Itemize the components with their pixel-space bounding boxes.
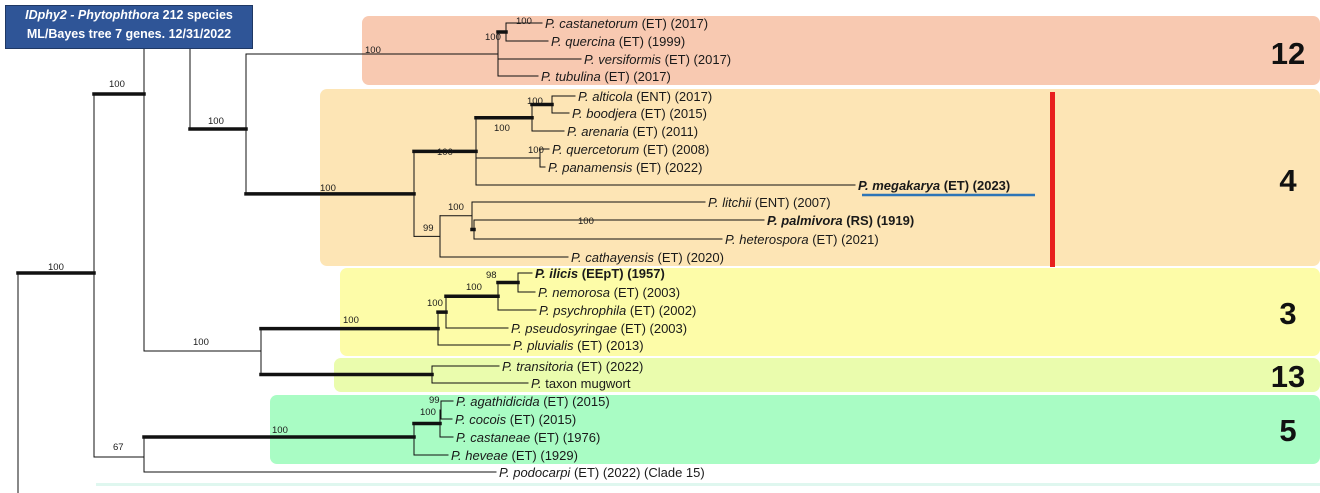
support-n_S: 67 bbox=[113, 442, 124, 453]
clade-box-5 bbox=[270, 395, 1320, 464]
support-n_I: 100 bbox=[528, 145, 544, 156]
annotation-layer bbox=[862, 92, 1055, 267]
taxon-boodjera: P. boodjera (ET) (2015) bbox=[572, 106, 707, 121]
taxon-nemorosa: P. nemorosa (ET) (2003) bbox=[538, 285, 680, 300]
taxon-mugwort: P. taxon mugwort bbox=[531, 376, 631, 391]
support-n_K: 99 bbox=[423, 223, 434, 234]
title-genus-italic: IDphy2 - Phytophthora bbox=[25, 8, 160, 22]
support-n_V: 99 bbox=[429, 395, 440, 406]
taxon-versiformis: P. versiformis (ET) (2017) bbox=[584, 52, 731, 67]
taxon-transitoria: P. transitoria (ET) (2022) bbox=[502, 359, 643, 374]
taxon-pluvialis: P. pluvialis (ET) (2013) bbox=[513, 338, 644, 353]
support-n_D: 100 bbox=[208, 116, 224, 127]
support-n_C: 100 bbox=[485, 32, 501, 43]
taxon-panamensis: P. panamensis (ET) (2022) bbox=[548, 160, 702, 175]
clade-box-4 bbox=[320, 89, 1320, 266]
taxon-pseudosyringae: P. pseudosyringae (ET) (2003) bbox=[511, 321, 687, 336]
support-n_U: 100 bbox=[420, 407, 436, 418]
bottom-clade-strip bbox=[96, 483, 1320, 486]
taxon-ilicis: P. ilicis (EEpT) (1957) bbox=[535, 266, 665, 281]
clade-number-13: 13 bbox=[1271, 359, 1305, 394]
taxon-agathidicida: P. agathidicida (ET) (2015) bbox=[456, 394, 610, 409]
taxon-castanetorum: P. castanetorum (ET) (2017) bbox=[545, 16, 708, 31]
taxon-tubulina: P. tubulina (ET) (2017) bbox=[541, 69, 671, 84]
branch-layer bbox=[16, 22, 856, 493]
support-n_root: 100 bbox=[48, 262, 64, 273]
highlight-bar bbox=[1050, 92, 1055, 267]
support-n_T: 100 bbox=[272, 425, 288, 436]
taxon-psychrophila: P. psychrophila (ET) (2002) bbox=[539, 303, 696, 318]
clade-box-13 bbox=[334, 358, 1320, 392]
support-n_R: 100 bbox=[466, 282, 482, 293]
taxon-heveae: P. heveae (ET) (1929) bbox=[451, 448, 578, 463]
support-n_Q: 98 bbox=[486, 270, 497, 281]
taxon-podocarpi: P. podocarpi (ET) (2022) (Clade 15) bbox=[499, 465, 705, 480]
clade-number-4: 4 bbox=[1279, 163, 1297, 198]
title-method-line: ML/Bayes tree 7 genes. 12/31/2022 bbox=[26, 27, 232, 41]
clade-number-3: 3 bbox=[1279, 296, 1296, 331]
taxon-heterospora: P. heterospora (ET) (2021) bbox=[725, 232, 879, 247]
support-n_F: 100 bbox=[437, 147, 453, 158]
support-n_G: 100 bbox=[494, 123, 510, 134]
clade-box-12 bbox=[362, 16, 1320, 85]
taxon-megakarya: P. megakarya (ET) (2023) bbox=[858, 178, 1010, 193]
support-n_J: 100 bbox=[448, 202, 464, 213]
clade-background-layer: 12 4 3 13 5 bbox=[96, 16, 1320, 486]
clade-number-5: 5 bbox=[1279, 413, 1296, 448]
clade-number-12: 12 bbox=[1271, 36, 1305, 71]
support-n_H: 100 bbox=[527, 96, 543, 107]
taxon-cathayensis: P. cathayensis (ET) (2020) bbox=[571, 250, 724, 265]
taxon-label-layer: P. castanetorum (ET) (2017) P. quercina (… bbox=[451, 16, 1010, 480]
taxon-arenaria: P. arenaria (ET) (2011) bbox=[567, 124, 698, 139]
support-n_P: 100 bbox=[427, 298, 443, 309]
taxon-quercina: P. quercina (ET) (1999) bbox=[551, 34, 685, 49]
taxon-alticola: P. alticola (ENT) (2017) bbox=[578, 89, 712, 104]
taxon-quercetorum: P. quercetorum (ET) (2008) bbox=[552, 142, 709, 157]
taxon-palmivora: P. palmivora (RS) (1919) bbox=[767, 213, 914, 228]
support-n_L: 100 bbox=[578, 216, 594, 227]
support-n_O: 100 bbox=[343, 315, 359, 326]
support-n_N: 100 bbox=[193, 337, 209, 348]
title-species-count: 212 species bbox=[162, 8, 233, 22]
support-n_B: 100 bbox=[516, 16, 532, 27]
support-n_E: 100 bbox=[320, 183, 336, 194]
taxon-cocois: P. cocois (ET) (2015) bbox=[455, 412, 576, 427]
tree-title-badge: IDphy2 - Phytophthora 212 species ML/Bay… bbox=[5, 5, 253, 49]
taxon-castaneae: P. castaneae (ET) (1976) bbox=[456, 430, 600, 445]
support-value-layer: 1001001001001001001001001001001009910010… bbox=[48, 16, 594, 453]
support-n_A: 100 bbox=[365, 45, 381, 56]
support-n_M: 100 bbox=[109, 79, 125, 90]
clade-box-3 bbox=[340, 268, 1320, 356]
taxon-litchii: P. litchii (ENT) (2007) bbox=[708, 195, 831, 210]
